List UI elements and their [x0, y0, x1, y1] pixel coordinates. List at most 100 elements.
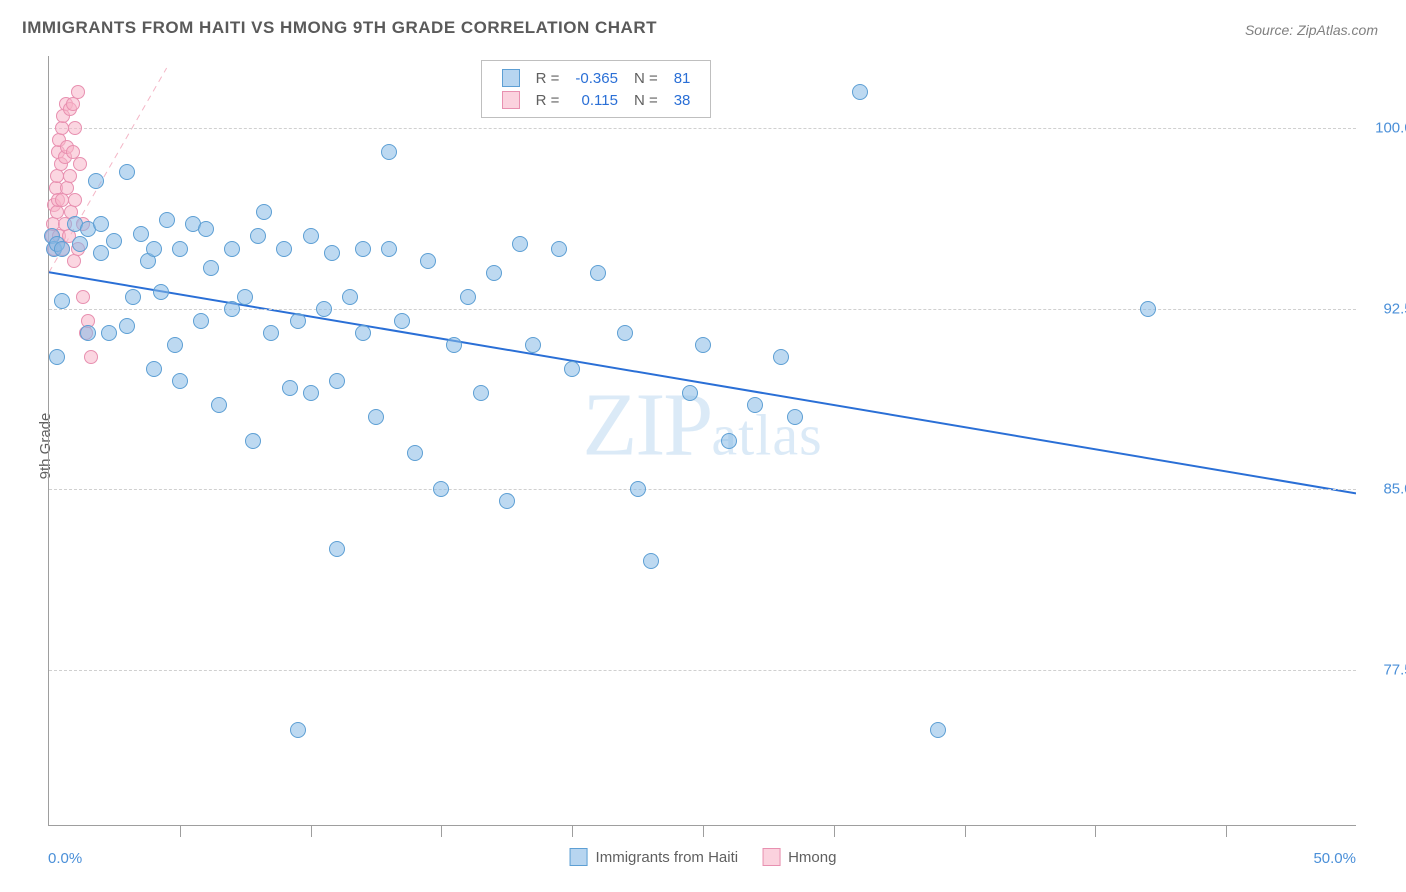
x-tick: [1095, 825, 1096, 837]
data-point-haiti: [193, 313, 209, 329]
data-point-haiti: [93, 245, 109, 261]
data-point-haiti: [203, 260, 219, 276]
trend-line-haiti: [49, 272, 1356, 493]
data-point-haiti: [125, 289, 141, 305]
data-point-haiti: [316, 301, 332, 317]
swatch-pink-icon: [762, 848, 780, 866]
watermark: ZIPatlas: [582, 374, 822, 477]
data-point-haiti: [49, 349, 65, 365]
data-point-haiti: [499, 493, 515, 509]
x-axis-min-label: 0.0%: [48, 850, 82, 867]
r-label: R =: [528, 89, 568, 111]
data-point-haiti: [250, 228, 266, 244]
data-point-haiti: [630, 481, 646, 497]
data-point-hmong: [71, 85, 85, 99]
data-point-hmong: [84, 350, 98, 364]
data-point-haiti: [355, 241, 371, 257]
data-point-haiti: [198, 221, 214, 237]
series-legend: Immigrants from Haiti Hmong: [570, 848, 837, 866]
data-point-haiti: [643, 553, 659, 569]
data-point-haiti: [695, 337, 711, 353]
n-label: N =: [626, 67, 666, 89]
correlation-legend: R = -0.365 N = 81 R = 0.115 N = 38: [481, 60, 712, 118]
data-point-haiti: [381, 144, 397, 160]
data-point-haiti: [407, 445, 423, 461]
data-point-haiti: [381, 241, 397, 257]
data-point-haiti: [1140, 301, 1156, 317]
y-tick-label: 92.5%: [1366, 300, 1406, 317]
data-point-hmong: [76, 290, 90, 304]
r-value: -0.365: [567, 67, 626, 89]
x-tick: [703, 825, 704, 837]
data-point-haiti: [512, 236, 528, 252]
data-point-haiti: [486, 265, 502, 281]
gridline-h: [49, 309, 1356, 310]
data-point-haiti: [54, 241, 70, 257]
data-point-haiti: [290, 722, 306, 738]
data-point-haiti: [133, 226, 149, 242]
data-point-haiti: [329, 373, 345, 389]
data-point-hmong: [66, 97, 80, 111]
data-point-haiti: [276, 241, 292, 257]
data-point-haiti: [245, 433, 261, 449]
data-point-haiti: [93, 216, 109, 232]
data-point-haiti: [551, 241, 567, 257]
legend-item-haiti: Immigrants from Haiti: [570, 848, 739, 866]
data-point-haiti: [446, 337, 462, 353]
swatch-blue-icon: [570, 848, 588, 866]
data-point-haiti: [303, 385, 319, 401]
gridline-h: [49, 489, 1356, 490]
n-label: N =: [626, 89, 666, 111]
legend-label: Immigrants from Haiti: [596, 849, 739, 866]
data-point-haiti: [329, 541, 345, 557]
corr-row-blue: R = -0.365 N = 81: [494, 67, 699, 89]
data-point-haiti: [263, 325, 279, 341]
legend-item-hmong: Hmong: [762, 848, 836, 866]
data-point-haiti: [146, 241, 162, 257]
data-point-haiti: [72, 236, 88, 252]
data-point-haiti: [355, 325, 371, 341]
r-value: 0.115: [567, 89, 626, 111]
data-point-haiti: [106, 233, 122, 249]
source-attribution: Source: ZipAtlas.com: [1245, 22, 1378, 38]
data-point-haiti: [101, 325, 117, 341]
data-point-hmong: [68, 121, 82, 135]
data-point-haiti: [460, 289, 476, 305]
r-label: R =: [528, 67, 568, 89]
data-point-haiti: [119, 164, 135, 180]
chart-title: IMMIGRANTS FROM HAITI VS HMONG 9TH GRADE…: [22, 18, 657, 38]
data-point-haiti: [146, 361, 162, 377]
x-tick: [834, 825, 835, 837]
data-point-haiti: [747, 397, 763, 413]
gridline-h: [49, 128, 1356, 129]
data-point-haiti: [682, 385, 698, 401]
data-point-haiti: [525, 337, 541, 353]
x-tick: [311, 825, 312, 837]
x-tick: [572, 825, 573, 837]
data-point-hmong: [67, 254, 81, 268]
y-tick-label: 85.0%: [1366, 481, 1406, 498]
data-point-haiti: [88, 173, 104, 189]
data-point-haiti: [324, 245, 340, 261]
data-point-haiti: [172, 241, 188, 257]
data-point-haiti: [787, 409, 803, 425]
data-point-haiti: [159, 212, 175, 228]
data-point-haiti: [930, 722, 946, 738]
data-point-hmong: [73, 157, 87, 171]
data-point-haiti: [80, 325, 96, 341]
data-point-hmong: [50, 169, 64, 183]
data-point-haiti: [172, 373, 188, 389]
x-tick: [965, 825, 966, 837]
data-point-haiti: [224, 301, 240, 317]
swatch-pink-icon: [502, 91, 520, 109]
data-point-haiti: [167, 337, 183, 353]
data-point-haiti: [211, 397, 227, 413]
data-point-haiti: [721, 433, 737, 449]
data-point-haiti: [342, 289, 358, 305]
data-point-haiti: [394, 313, 410, 329]
data-point-haiti: [617, 325, 633, 341]
n-value: 81: [666, 67, 699, 89]
data-point-hmong: [68, 193, 82, 207]
data-point-haiti: [773, 349, 789, 365]
swatch-blue-icon: [502, 69, 520, 87]
